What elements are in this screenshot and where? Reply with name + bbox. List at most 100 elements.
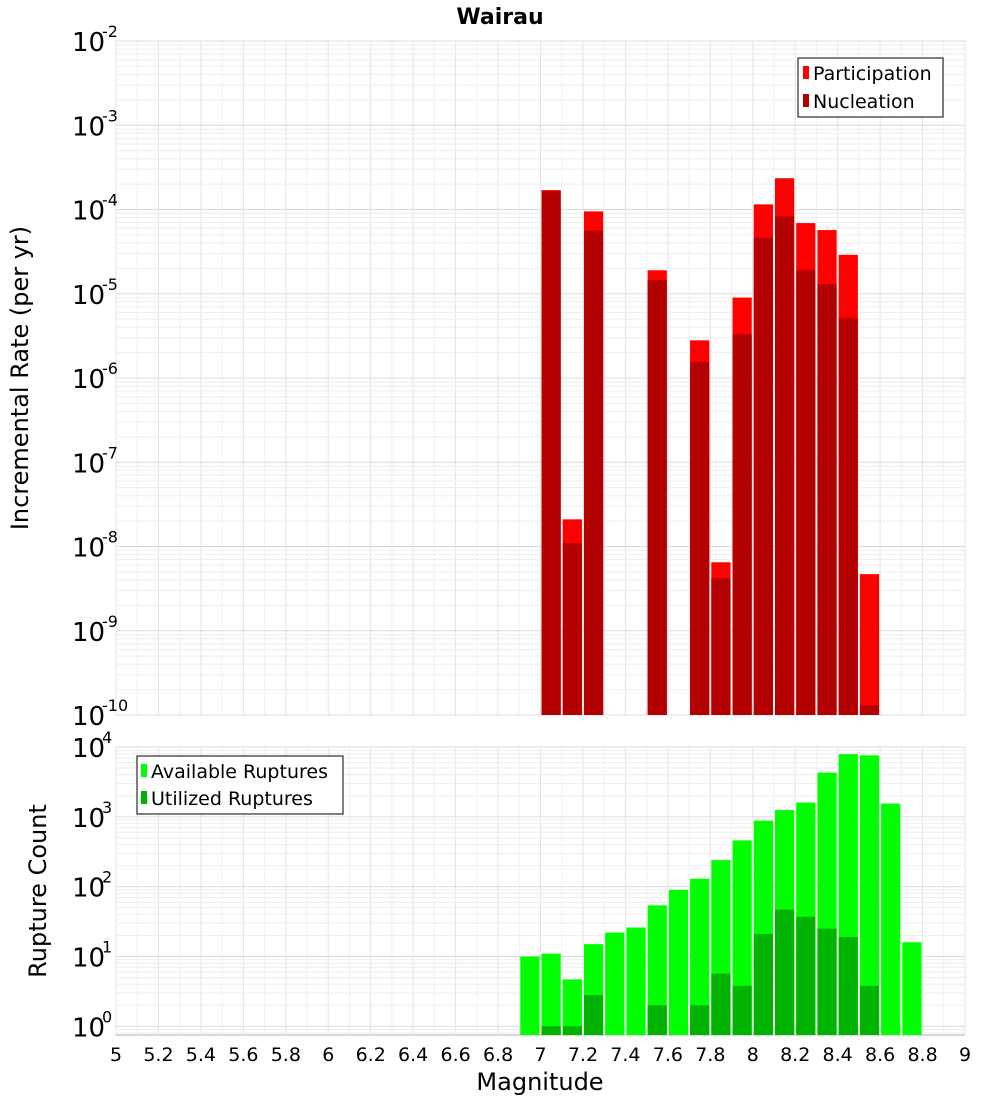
top-y-tick-exponent: -10 bbox=[102, 696, 128, 715]
bottom-y-tick-label: 10 bbox=[72, 804, 105, 834]
legend-label-nucleation: Nucleation bbox=[813, 91, 915, 113]
bottom-y-tick-label: 10 bbox=[72, 874, 105, 904]
x-tick-label: 5.2 bbox=[143, 1044, 173, 1066]
bottom-y-tick-label: 10 bbox=[72, 734, 105, 764]
top-grid bbox=[115, 40, 966, 716]
x-tick-label: 6 bbox=[322, 1044, 334, 1066]
top-y-tick-label: 10 bbox=[72, 281, 105, 311]
bottom-bar-primary bbox=[647, 905, 667, 1035]
top-y-tick-label: 10 bbox=[72, 28, 105, 58]
top-bar-secondary bbox=[817, 284, 837, 715]
bottom-y-tick-exponent: 3 bbox=[102, 798, 112, 817]
x-tick-label: 8.2 bbox=[780, 1044, 810, 1066]
top-y-tick-exponent: -4 bbox=[102, 191, 118, 210]
bottom-bar-primary bbox=[605, 932, 625, 1035]
top-y-tick-label: 10 bbox=[72, 365, 105, 395]
top-y-axis-label: Incremental Rate (per yr) bbox=[6, 226, 34, 530]
top-bar-secondary bbox=[647, 280, 667, 715]
top-y-tick-exponent: -8 bbox=[102, 528, 118, 547]
x-tick-label: 5.4 bbox=[186, 1044, 216, 1066]
legend-swatch-utilized bbox=[141, 791, 147, 804]
bottom-legend-box bbox=[136, 755, 344, 815]
x-tick-label: 8.4 bbox=[823, 1044, 853, 1066]
top-bar-secondary bbox=[732, 334, 752, 715]
x-tick-label: 9 bbox=[959, 1044, 971, 1066]
bottom-bar-secondary bbox=[562, 1026, 582, 1035]
top-y-tick-label: 10 bbox=[72, 449, 105, 479]
bottom-x-ticks: 5 5.2 5.4 5.6 5.8 6 6.2 6.4 6.6 6.8 7 7.2 7.4 7.6 7.8 8… bbox=[110, 1044, 971, 1066]
x-tick-label: 6.6 bbox=[440, 1044, 470, 1066]
bottom-bar-secondary bbox=[690, 1005, 710, 1035]
top-y-tick-label: 10 bbox=[72, 197, 105, 227]
bottom-bar-secondary bbox=[541, 1026, 561, 1035]
top-bar-secondary bbox=[774, 216, 795, 715]
legend-label-participation: Participation bbox=[813, 63, 932, 85]
bottom-bar-secondary bbox=[859, 985, 880, 1035]
bottom-y-tick-exponent: 2 bbox=[102, 868, 112, 887]
x-tick-label: 6.2 bbox=[356, 1044, 386, 1066]
legend-swatch-available bbox=[141, 764, 147, 777]
bottom-bar-primary bbox=[541, 953, 561, 1035]
top-bars bbox=[541, 178, 880, 716]
x-tick-label: 7.4 bbox=[610, 1044, 640, 1066]
x-tick-label: 6.8 bbox=[483, 1044, 513, 1066]
top-y-tick-label: 10 bbox=[72, 702, 105, 732]
top-y-tick-exponent: -6 bbox=[102, 359, 118, 378]
bottom-bar-primary bbox=[626, 927, 646, 1035]
bottom-bar-secondary bbox=[817, 928, 837, 1035]
bottom-y-tick-exponent: 0 bbox=[102, 1007, 112, 1026]
bottom-y-tick-label: 10 bbox=[72, 943, 105, 973]
top-y-tick-exponent: -9 bbox=[102, 612, 118, 631]
bottom-y-tick-label: 10 bbox=[72, 1013, 105, 1043]
bottom-bar-primary bbox=[881, 803, 901, 1035]
x-tick-label: 6.4 bbox=[398, 1044, 428, 1066]
x-tick-label: 7 bbox=[534, 1044, 546, 1066]
top-legend: Participation Nucleation bbox=[797, 57, 944, 118]
x-tick-label: 7.8 bbox=[695, 1044, 725, 1066]
legend-swatch-nucleation bbox=[803, 94, 809, 107]
bottom-bar-primary bbox=[859, 755, 880, 1035]
bottom-bar-secondary bbox=[753, 933, 773, 1035]
bottom-bar-secondary bbox=[583, 995, 604, 1035]
x-tick-label: 8.8 bbox=[907, 1044, 937, 1066]
legend-label-utilized: Utilized Ruptures bbox=[151, 788, 313, 810]
top-y-tick-label: 10 bbox=[72, 112, 105, 142]
x-tick-label: 7.2 bbox=[568, 1044, 598, 1066]
top-y-tick-exponent: -7 bbox=[102, 443, 118, 462]
x-tick-label: 5 bbox=[110, 1044, 122, 1066]
top-bar-secondary bbox=[859, 705, 880, 715]
bottom-bars bbox=[520, 754, 922, 1035]
top-y-tick-label: 10 bbox=[72, 534, 105, 564]
top-bar-secondary bbox=[583, 230, 604, 716]
bottom-bar-secondary bbox=[647, 1005, 667, 1035]
bottom-bar-primary bbox=[668, 889, 689, 1035]
legend-swatch-participation bbox=[803, 66, 809, 79]
bottom-y-tick-exponent: 4 bbox=[102, 728, 112, 747]
bottom-y-tick-exponent: 1 bbox=[102, 937, 112, 956]
top-bar-secondary bbox=[838, 318, 858, 715]
x-tick-label: 8.6 bbox=[865, 1044, 895, 1066]
bottom-bar-secondary bbox=[711, 973, 731, 1035]
top-legend-box bbox=[797, 57, 944, 118]
bottom-y-axis-label: Rupture Count bbox=[24, 804, 52, 978]
top-bar-secondary bbox=[541, 191, 561, 715]
x-tick-label: 8 bbox=[747, 1044, 759, 1066]
top-bar-secondary bbox=[796, 270, 816, 715]
top-y-tick-label: 10 bbox=[72, 618, 105, 648]
bottom-bar-primary bbox=[902, 942, 922, 1035]
top-bar-secondary bbox=[562, 543, 582, 715]
x-tick-label: 5.8 bbox=[271, 1044, 301, 1066]
top-bar-secondary bbox=[753, 237, 773, 715]
bottom-bar-secondary bbox=[838, 936, 858, 1035]
chart-title: Wairau bbox=[456, 5, 543, 30]
legend-label-available: Available Ruptures bbox=[151, 761, 328, 783]
bottom-bar-primary bbox=[520, 956, 540, 1035]
bottom-bar-secondary bbox=[774, 909, 795, 1035]
x-tick-label: 7.6 bbox=[653, 1044, 683, 1066]
top-y-tick-exponent: -2 bbox=[102, 22, 118, 41]
